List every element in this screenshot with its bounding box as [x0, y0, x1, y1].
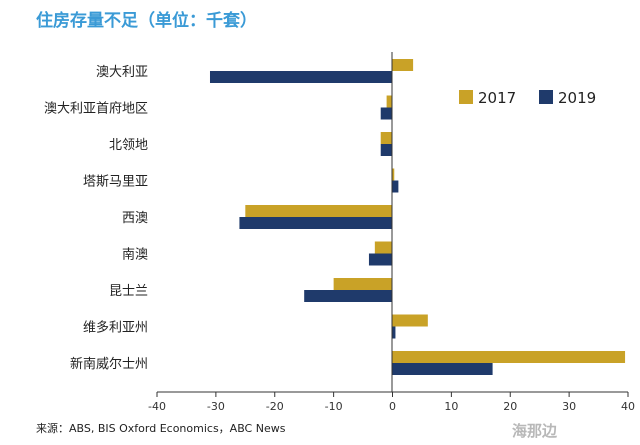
bar-2017 [374, 241, 393, 254]
bar-2017 [380, 132, 393, 144]
bar-2019 [392, 326, 396, 339]
x-tick-label: -30 [207, 400, 225, 413]
x-tick-label: -10 [325, 400, 343, 413]
x-tick-label: 30 [562, 400, 576, 413]
x-tick-label: 20 [503, 400, 517, 413]
bar-2017 [392, 168, 395, 181]
x-axis: -40 -30 -20 -10 0 10 20 30 40 [148, 52, 635, 413]
bar-2019 [209, 71, 393, 83]
category-label: 澳大利亚首府地区 [44, 101, 148, 117]
category-label: 昆士兰 [109, 284, 148, 299]
bar-2019 [392, 363, 493, 375]
category-label: 北领地 [109, 138, 148, 153]
bar-2019 [380, 144, 393, 156]
x-tick-label: 0 [389, 400, 396, 413]
x-tick-label: -40 [148, 400, 166, 413]
bar-2017 [392, 314, 428, 327]
bar-2017 [392, 351, 626, 363]
legend-swatch-2019 [539, 90, 553, 104]
bar-2017 [386, 95, 393, 108]
bar-2019 [239, 217, 393, 229]
bar-2017 [392, 59, 414, 71]
watermark: 海那边 [512, 422, 558, 440]
category-label: 维多利亚州 [83, 320, 148, 336]
x-tick-label: 40 [621, 400, 635, 413]
legend-label: 2017 [478, 89, 516, 107]
bar-2019 [380, 107, 393, 120]
legend-label: 2019 [558, 89, 596, 107]
x-tick-label: 10 [444, 400, 458, 413]
chart-title: 住房存量不足（单位：千套） [36, 11, 257, 31]
source-note: 来源：ABS, BIS Oxford Economics，ABC News [36, 422, 286, 435]
category-label: 澳大利亚 [96, 64, 148, 80]
bars [209, 59, 626, 375]
bar-2017 [333, 278, 393, 290]
category-label: 西澳 [122, 210, 148, 226]
category-label: 南澳 [122, 247, 148, 263]
category-label: 新南威尔士州 [70, 356, 148, 372]
bar-2019 [392, 180, 399, 193]
x-tick-label: -20 [266, 400, 284, 413]
category-label: 塔斯马里亚 [83, 175, 148, 190]
bar-2017 [245, 205, 393, 217]
legend-swatch-2017 [459, 90, 473, 104]
legend: 2017 2019 [459, 89, 596, 107]
bar-2019 [304, 290, 393, 302]
bar-2019 [368, 253, 393, 266]
